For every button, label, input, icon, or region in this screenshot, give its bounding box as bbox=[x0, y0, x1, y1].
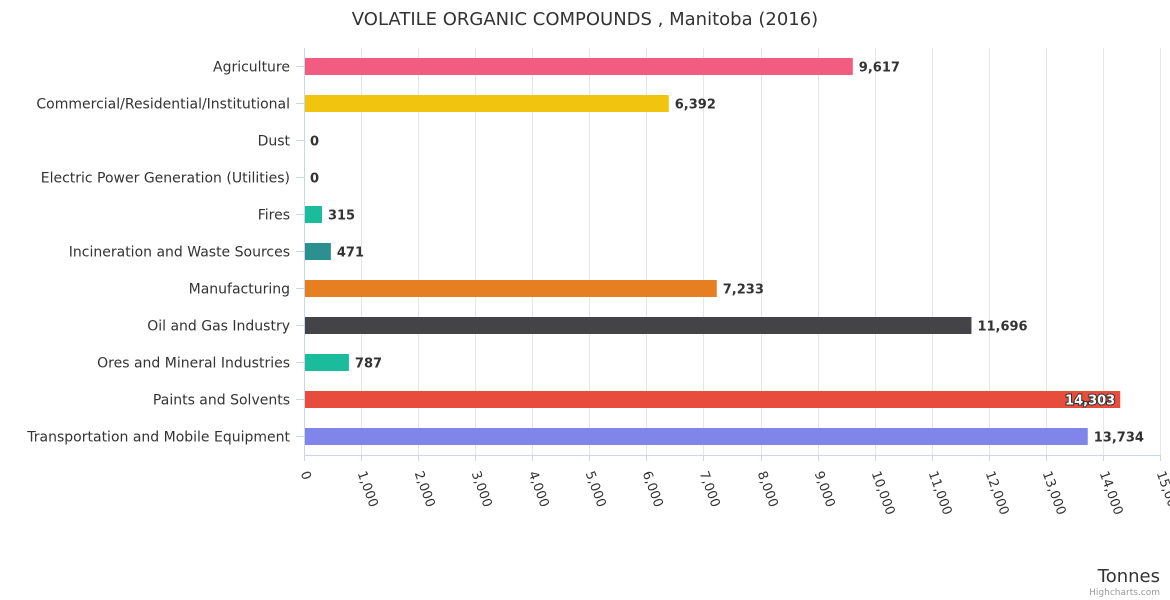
grid bbox=[296, 48, 1161, 461]
data-label: 471 bbox=[337, 246, 364, 261]
category-label: Incineration and Waste Sources bbox=[69, 245, 290, 261]
bar[interactable] bbox=[305, 317, 972, 334]
category-labels: Agriculture Commercial/Residential/Instit… bbox=[26, 60, 290, 446]
credits-link[interactable]: Highcharts.com bbox=[1089, 588, 1160, 598]
x-tick-label: 9,000 bbox=[811, 469, 838, 509]
bars bbox=[305, 58, 1121, 445]
x-tick-label: 10,000 bbox=[868, 469, 898, 517]
x-tick-label: 2,000 bbox=[411, 469, 438, 509]
x-tick-label: 5,000 bbox=[582, 469, 609, 509]
chart-title: VOLATILE ORGANIC COMPOUNDS , Manitoba (2… bbox=[352, 9, 818, 30]
category-label: Ores and Mineral Industries bbox=[97, 356, 290, 372]
x-tick-label: 6,000 bbox=[639, 469, 666, 509]
data-label: 0 bbox=[310, 172, 319, 187]
category-label: Fires bbox=[258, 208, 290, 224]
x-tick-label: 8,000 bbox=[754, 469, 781, 509]
x-tick-label: 3,000 bbox=[468, 469, 495, 509]
data-label: 9,617 bbox=[859, 61, 900, 76]
data-label: 13,734 bbox=[1094, 431, 1144, 446]
category-label: Electric Power Generation (Utilities) bbox=[41, 171, 290, 187]
x-tick-label: 4,000 bbox=[525, 469, 552, 509]
data-label: 14,303 bbox=[1065, 394, 1115, 409]
category-label: Transportation and Mobile Equipment bbox=[26, 430, 290, 446]
category-label: Agriculture bbox=[213, 60, 290, 76]
x-tick-label: 7,000 bbox=[696, 469, 723, 509]
data-label: 7,233 bbox=[723, 283, 764, 298]
category-label: Manufacturing bbox=[189, 282, 290, 298]
bar[interactable] bbox=[305, 206, 322, 223]
x-tick-label: 0 bbox=[297, 469, 314, 482]
x-tick-label: 12,000 bbox=[982, 469, 1012, 517]
category-label: Dust bbox=[258, 134, 291, 150]
x-tick-label: 13,000 bbox=[1039, 469, 1069, 517]
data-label: 0 bbox=[310, 135, 319, 150]
tick-labels: 0 1,000 2,000 3,000 4,000 5,000 6,000 7,000 8,00… bbox=[297, 469, 1170, 517]
x-tick-label: 14,000 bbox=[1096, 469, 1126, 517]
data-label: 6,392 bbox=[675, 98, 716, 113]
bar[interactable] bbox=[305, 391, 1121, 408]
bar[interactable] bbox=[305, 428, 1088, 445]
data-label: 11,696 bbox=[977, 320, 1027, 335]
x-tick-label: 1,000 bbox=[354, 469, 381, 509]
bar[interactable] bbox=[305, 280, 717, 297]
data-label: 315 bbox=[328, 209, 355, 224]
x-axis-title: Tonnes bbox=[1097, 566, 1160, 587]
category-label: Commercial/Residential/Institutional bbox=[36, 97, 290, 113]
data-labels: 9,617 6,392 0 0 315 471 7,233 11,696 787 14,303 13… bbox=[310, 61, 1144, 446]
category-label: Oil and Gas Industry bbox=[147, 319, 290, 335]
bar[interactable] bbox=[305, 354, 349, 371]
x-tick-label: 11,000 bbox=[925, 469, 955, 517]
bar[interactable] bbox=[305, 243, 331, 260]
x-tick-label: 15,000 bbox=[1153, 469, 1170, 517]
category-label: Paints and Solvents bbox=[153, 393, 290, 409]
data-label: 787 bbox=[355, 357, 382, 372]
bar[interactable] bbox=[305, 95, 669, 112]
bar[interactable] bbox=[305, 58, 853, 75]
